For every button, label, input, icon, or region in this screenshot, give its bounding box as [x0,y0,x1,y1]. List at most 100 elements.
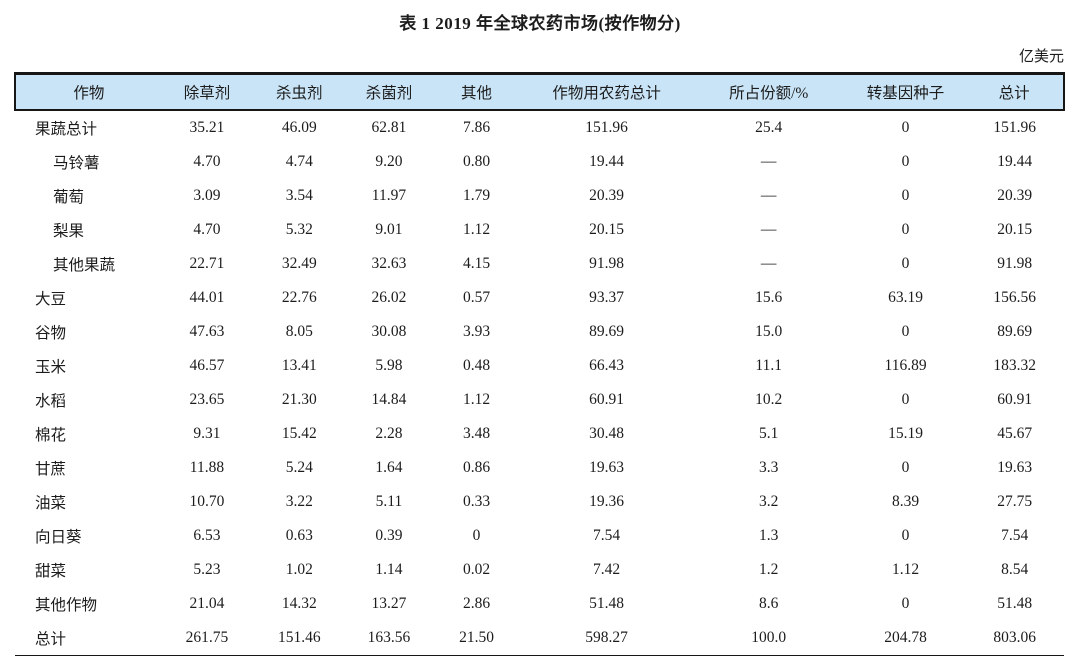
value-cell: 3.22 [285,493,313,510]
value-cell: 26.02 [371,289,407,306]
value-cell: 19.63 [997,459,1033,476]
crop-label-cell: 油菜 [35,495,67,512]
value-cell: 0 [901,459,910,476]
crop-label-cell: 其他果蔬 [53,257,116,274]
value-cell: 19.44 [997,153,1033,170]
value-cell: 35.21 [189,119,225,136]
column-header-4: 其他 [431,73,522,111]
crop-label-cell: 大豆 [35,291,67,308]
table-row: 谷物 47.63 8.05 30.08 3.93 89.69 15.0 0 89.69 [15,315,1064,349]
value-cell: 21.50 [459,629,494,646]
value-cell: 0.86 [462,459,491,476]
value-cell: 32.49 [281,255,317,272]
value-cell: 13.27 [371,595,407,612]
value-cell: 204.78 [884,629,927,646]
value-cell: 15.0 [755,323,783,340]
column-header-1: 除草剂 [161,73,253,111]
value-cell: 0.33 [462,493,491,510]
value-cell: 32.63 [371,255,407,272]
value-cell: 0.63 [285,527,313,544]
value-cell: 60.91 [589,391,625,408]
value-cell: 4.70 [193,221,221,238]
value-cell: 91.98 [997,255,1033,272]
value-cell: 0.48 [462,357,491,374]
crop-label-cell: 甘蔗 [35,461,67,478]
value-cell: 2.86 [462,595,491,612]
table-row: 甘蔗 11.88 5.24 1.64 0.86 19.63 3.3 0 19.63 [15,451,1064,485]
value-cell: 598.27 [585,629,628,646]
value-cell: 7.54 [1001,527,1029,544]
value-cell: 66.43 [589,357,625,374]
table-row: 油菜 10.70 3.22 5.11 0.33 19.36 3.2 8.39 27.75 [15,485,1064,519]
value-cell: 7.86 [462,119,491,136]
value-cell: 8.6 [758,595,779,612]
pesticide-market-table: 作物 除草剂 杀虫剂 杀菌剂 其他 作物用农药总计 所占份额/% 转基因种子 总计 果蔬总计 35… [14,72,1065,656]
value-cell: 8.39 [891,493,920,510]
column-header-8: 总计 [965,73,1065,111]
crop-label-cell: 棉花 [35,427,67,444]
value-cell: 5.24 [285,459,313,476]
value-cell: 89.69 [997,323,1033,340]
value-cell: 4.70 [193,153,221,170]
value-cell: 0.57 [462,289,491,306]
value-cell: 15.6 [755,289,783,306]
value-cell: 151.96 [585,119,628,136]
value-cell: 1.3 [758,527,779,544]
value-cell: 803.06 [993,629,1036,646]
value-cell: 3.93 [462,323,491,340]
column-header-2: 杀虫剂 [252,73,347,111]
value-cell: 1.2 [758,561,779,578]
value-cell: 30.08 [371,323,407,340]
value-cell: 151.46 [277,629,321,646]
unit-label: 亿美元 [1018,49,1064,65]
value-cell: 3.3 [758,459,779,476]
value-cell: 20.15 [589,221,625,238]
table-row: 向日葵 6.53 0.63 0.39 0 7.54 1.3 0 7.54 [15,519,1064,553]
crop-label-cell: 马铃薯 [53,155,100,172]
table-row: 果蔬总计 35.21 46.09 62.81 7.86 151.96 25.4 0 151.96 [15,110,1064,145]
crop-label-cell: 玉米 [35,359,67,376]
value-cell: 15.42 [281,425,317,442]
value-cell: 156.56 [993,289,1036,306]
value-cell: 1.12 [462,221,491,238]
value-cell: 27.75 [997,493,1033,510]
crop-label-cell: 果蔬总计 [35,121,98,138]
column-header-0: 作物 [14,73,162,111]
column-header-5: 作物用农药总计 [521,73,692,111]
value-cell: 100.0 [751,629,787,646]
value-cell: 20.39 [997,187,1033,204]
table-header: 作物 除草剂 杀虫剂 杀菌剂 其他 作物用农药总计 所占份额/% 转基因种子 总计 [14,73,1065,111]
value-cell: 3.09 [193,187,221,204]
value-cell: 3.48 [462,425,491,442]
table-row: 水稻 23.65 21.30 14.84 1.12 60.91 10.2 0 60.91 [15,383,1064,417]
value-cell: — [760,187,777,204]
crop-label-cell: 向日葵 [35,529,82,546]
value-cell: 7.42 [593,561,621,578]
value-cell: 163.56 [367,629,411,646]
value-cell: — [760,153,777,170]
value-cell: 261.75 [185,629,229,646]
crop-label-cell: 总计 [35,631,67,648]
value-cell: 51.48 [997,595,1033,612]
value-cell: 5.98 [375,357,403,374]
value-cell: 1.02 [285,561,313,578]
value-cell: 0 [901,221,910,238]
value-cell: 0 [901,323,910,340]
value-cell: 22.71 [189,255,225,272]
value-cell: 0.80 [462,153,491,170]
value-cell: — [760,255,777,272]
value-cell: 1.64 [375,459,403,476]
value-cell: 1.14 [375,561,403,578]
value-cell: 5.1 [758,425,779,442]
value-cell: 0 [472,527,481,544]
value-cell: 93.37 [589,289,625,306]
value-cell: 1.12 [462,391,491,408]
value-cell: 63.19 [888,289,923,306]
value-cell: 9.01 [375,221,403,238]
value-cell: 4.15 [462,255,491,272]
table-row: 棉花 9.31 15.42 2.28 3.48 30.48 5.1 15.19 45.67 [15,417,1064,451]
value-cell: 183.32 [993,357,1036,374]
value-cell: 0 [901,595,910,612]
value-cell: 10.70 [189,493,225,510]
value-cell: 9.20 [375,153,403,170]
